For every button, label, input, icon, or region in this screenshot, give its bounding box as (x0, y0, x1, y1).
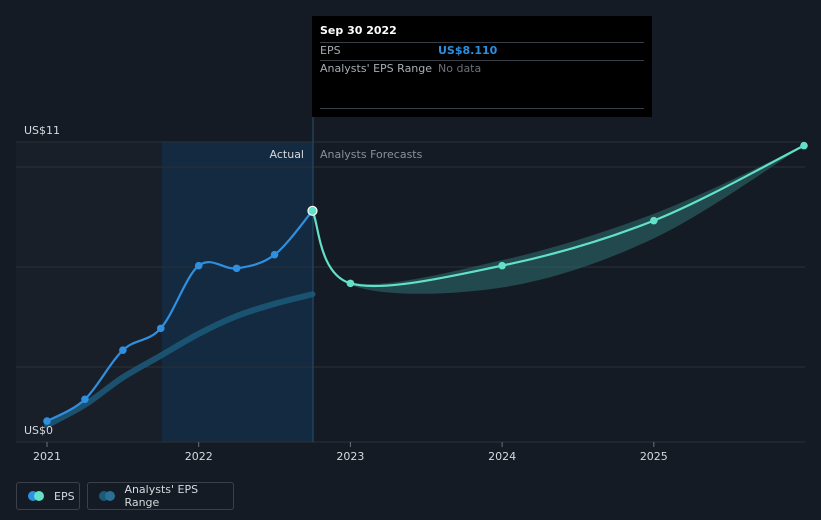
tooltip-date: Sep 30 2022 (320, 24, 397, 37)
forecast-point (650, 216, 658, 225)
tooltip-eps-label: EPS (320, 44, 341, 57)
legend-range-button[interactable]: Analysts' EPS Range (87, 482, 234, 510)
actual-region-highlight (162, 142, 313, 442)
eps-point (119, 346, 127, 354)
x-tick-label: 2022 (185, 450, 213, 463)
x-tick-label: 2025 (640, 450, 668, 463)
tooltip-divider (320, 108, 644, 109)
forecast-range-band (312, 145, 804, 294)
legend-eps-button[interactable]: EPS (16, 482, 80, 510)
x-tick-label: 2024 (488, 450, 516, 463)
tooltip-eps-row: EPS US$8.110 (320, 42, 644, 60)
tooltip-range-row: Analysts' EPS Range No data (320, 60, 644, 78)
chart-marks (43, 141, 808, 429)
forecast-label: Analysts Forecasts (320, 148, 423, 161)
tooltip-range-value: No data (438, 62, 482, 75)
actual-label: Actual (270, 148, 304, 161)
past-region (16, 142, 162, 442)
tooltip-range-label: Analysts' EPS Range (320, 62, 433, 75)
forecast-point (498, 261, 506, 270)
forecast-point (800, 141, 808, 150)
x-axis: 2021 2022 2023 2024 2025 (33, 442, 668, 463)
eps-point (81, 395, 89, 404)
series-eps-line (46, 210, 314, 423)
series-range-line (44, 291, 316, 429)
eps-point (232, 264, 241, 273)
legend-range-label: Analysts' EPS Range (124, 483, 199, 509)
tooltip: Sep 30 2022 EPS US$8.110 Analysts' EPS R… (312, 16, 652, 117)
eps-point (43, 417, 51, 425)
eps-swatch-icon (28, 491, 46, 501)
eps-point (156, 324, 165, 333)
x-tick-label: 2023 (336, 450, 364, 463)
series-forecast-line (311, 144, 805, 288)
tooltip-eps-value: US$8.110 (438, 44, 498, 57)
y-axis-bottom-label: US$0 (24, 424, 53, 437)
range-swatch-icon (99, 491, 116, 501)
gridlines (16, 141, 805, 443)
eps-point (270, 250, 279, 259)
eps-point (307, 205, 318, 216)
x-tick-label: 2021 (33, 450, 61, 463)
legend-eps-label: EPS (54, 489, 75, 503)
eps-point (194, 261, 203, 270)
forecast-point (346, 279, 355, 288)
y-axis-top-label: US$11 (24, 124, 60, 137)
